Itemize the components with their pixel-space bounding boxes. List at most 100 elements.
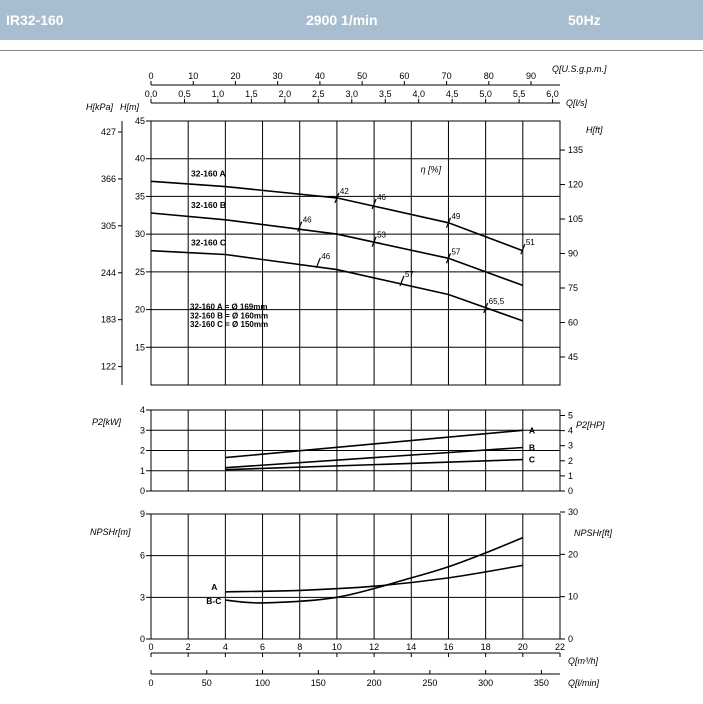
kpa-tick-label: 122	[101, 362, 116, 372]
kpa-tick-label: 427	[101, 127, 116, 137]
m3h-tick-label: 12	[369, 642, 379, 652]
ls-tick-label: 5,0	[479, 89, 492, 99]
efficiency-label: 57	[451, 247, 460, 256]
npsh-ft-tick-label: 20	[568, 549, 578, 559]
m3h-tick-label: 4	[223, 642, 228, 652]
usgpm-axis-label: Q[U.S.g.p.m.]	[552, 64, 607, 74]
efficiency-tick	[445, 217, 452, 229]
head-y-tick-label: 40	[135, 154, 145, 164]
efficiency-label: 46	[377, 193, 386, 202]
efficiency-label: 57	[405, 270, 414, 279]
ls-tick-label: 4,5	[446, 89, 459, 99]
npsh-y-tick-label: 9	[140, 509, 145, 519]
hp-tick-label: 5	[568, 410, 573, 420]
ls-tick-label: 2,5	[312, 89, 325, 99]
power-y-tick-label: 3	[140, 425, 145, 435]
usgpm-tick-label: 30	[273, 71, 283, 81]
lmin-tick-label: 100	[255, 678, 270, 688]
ft-tick-label: 90	[568, 249, 578, 259]
efficiency-label: 49	[451, 212, 460, 221]
head-curve-label-c: 32-160 C	[191, 238, 226, 248]
m3h-tick-label: 14	[406, 642, 416, 652]
kpa-axis-label: H[kPa]	[86, 102, 114, 112]
lmin-tick-label: 150	[311, 678, 326, 688]
power-curve-c	[225, 458, 523, 471]
power-curve-a	[225, 429, 523, 459]
npsh-y-tick-label: 6	[140, 551, 145, 561]
npsh-ft-tick-label: 10	[568, 592, 578, 602]
m3h-tick-label: 16	[443, 642, 453, 652]
usgpm-tick-label: 0	[148, 71, 153, 81]
m3h-tick-label: 2	[186, 642, 191, 652]
ls-tick-label: 3,5	[379, 89, 392, 99]
power-frame	[150, 409, 561, 492]
hp-tick-label: 4	[568, 426, 573, 436]
head-curve-label-b: 32-160 B	[191, 200, 226, 210]
npsh-ft-tick-label: 0	[568, 634, 573, 644]
efficiency-tick	[297, 221, 303, 232]
head-y-tick-label: 25	[135, 267, 145, 277]
lmin-tick-label: 50	[202, 678, 212, 688]
power-y-tick-label: 0	[140, 486, 145, 496]
efficiency-tick	[334, 192, 340, 204]
npsh-curve-b-c	[225, 536, 524, 604]
power-curve-label-b: B	[529, 442, 535, 452]
power-curve-b	[225, 446, 523, 469]
m3h-tick-label: 8	[297, 642, 302, 652]
m3h-tick-label: 6	[260, 642, 265, 652]
impeller-diameter-note: 32-160 C = Ø 150mm	[190, 320, 268, 329]
ls-tick-label: 4,0	[412, 89, 425, 99]
efficiency-tick	[371, 198, 377, 210]
kpa-tick-label: 183	[101, 315, 116, 325]
ls-axis-label: Q[l/s]	[566, 98, 588, 108]
npsh-ylabel-m: NPSHr[m]	[90, 527, 131, 537]
ft-axis-label: H[ft]	[586, 125, 603, 135]
impeller-diameter-note: 32-160 A = Ø 169mm	[190, 303, 267, 312]
power-curve-label-a: A	[529, 425, 535, 435]
npsh-curve-label-bc: B-C	[206, 596, 221, 606]
ft-tick-label: 60	[568, 317, 578, 327]
m3h-tick-label: 10	[332, 642, 342, 652]
head-y-tick-label: 30	[135, 229, 145, 239]
head-frame	[150, 120, 561, 386]
lmin-tick-label: 0	[148, 678, 153, 688]
npsh-curve-a	[225, 564, 523, 593]
npsh-curve-label-a: A	[211, 582, 217, 592]
efficiency-tick	[399, 275, 405, 287]
usgpm-tick-label: 40	[315, 71, 325, 81]
usgpm-tick-label: 20	[230, 71, 240, 81]
lmin-tick-label: 300	[478, 678, 493, 688]
npsh-y-tick-label: 3	[140, 592, 145, 602]
usgpm-tick-label: 90	[526, 71, 536, 81]
power-ylabel-kw: P2[kW]	[92, 417, 122, 427]
efficiency-label: 65,5	[489, 297, 505, 306]
m3h-tick-label: 0	[148, 642, 153, 652]
m3h-tick-label: 20	[518, 642, 528, 652]
ls-tick-label: 6,0	[546, 89, 559, 99]
head-y-tick-label: 15	[135, 342, 145, 352]
efficiency-label: 53	[377, 231, 386, 240]
head-ylabel-m: H[m]	[120, 102, 139, 112]
ls-tick-label: 0,5	[178, 89, 191, 99]
lmin-axis-label: Q[l/min]	[568, 678, 600, 688]
npsh-ft-axis-label: NPSHr[ft]	[574, 528, 613, 538]
efficiency-label: 46	[321, 252, 330, 261]
hp-tick-label: 2	[568, 456, 573, 466]
head-curve-b	[150, 212, 524, 287]
ft-tick-label: 120	[568, 180, 583, 190]
ls-tick-label: 1,5	[245, 89, 258, 99]
efficiency-tick	[483, 302, 489, 314]
m3h-axis-label: Q[m³/h]	[568, 656, 599, 666]
efficiency-label: 42	[340, 187, 349, 196]
lmin-tick-label: 250	[422, 678, 437, 688]
hp-tick-label: 3	[568, 441, 573, 451]
speed-label: 2900 1/min	[306, 12, 378, 28]
efficiency-tick	[371, 236, 377, 247]
usgpm-tick-label: 70	[442, 71, 452, 81]
frequency-label: 50Hz	[568, 12, 601, 28]
kpa-tick-label: 244	[101, 268, 116, 278]
ls-tick-label: 0,0	[145, 89, 158, 99]
ft-tick-label: 135	[568, 145, 583, 155]
efficiency-axis-label: η [%]	[421, 164, 442, 174]
power-y-tick-label: 1	[140, 466, 145, 476]
